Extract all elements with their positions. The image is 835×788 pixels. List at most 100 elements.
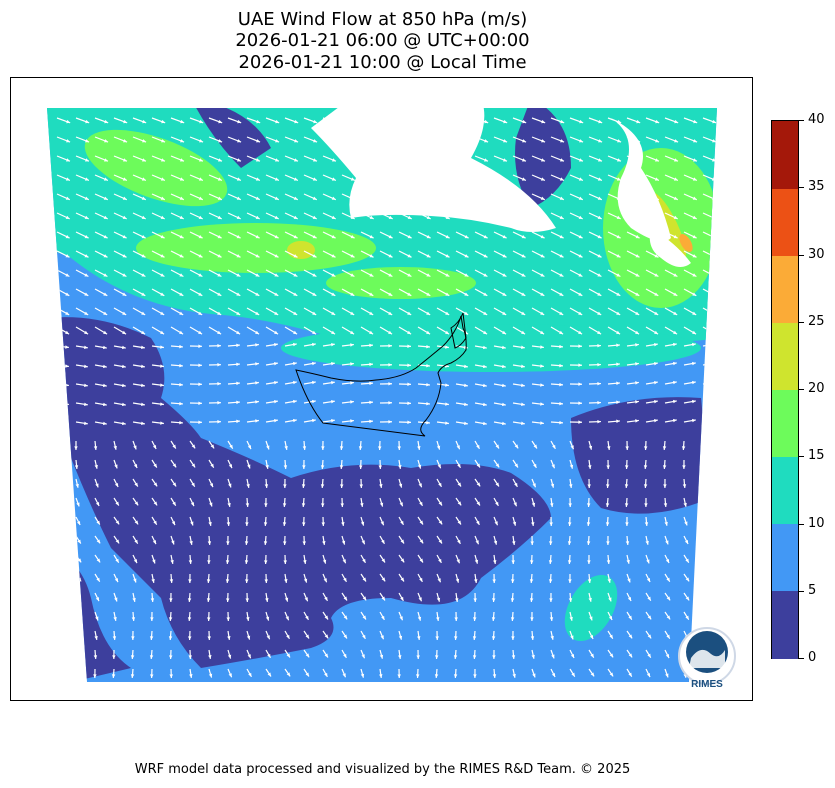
wind-arrow-head <box>494 521 498 526</box>
wind-arrow-head <box>121 402 126 407</box>
wind-arrow-head <box>590 672 595 677</box>
wind-arrow-head <box>482 402 487 407</box>
wind-arrow-head <box>217 292 222 296</box>
wind-arrow-head <box>303 560 307 564</box>
logo-text: RIMES <box>691 679 723 690</box>
wind-arrow-head <box>171 521 175 526</box>
wind-arrow-head <box>172 444 176 449</box>
wind-arrow-head <box>255 196 260 200</box>
colorbar-label: 0 <box>808 650 817 665</box>
wind-arrow-head <box>407 196 412 200</box>
wind-arrow-head <box>426 420 430 425</box>
wind-arrow-head <box>305 634 309 639</box>
wind-arrow-head <box>464 196 469 200</box>
wind-arrow-head <box>446 119 451 124</box>
wind-arrow-head <box>293 311 298 315</box>
wind-arrow-head <box>323 578 327 583</box>
wind-arrow-head <box>246 617 250 621</box>
wind-arrow-head <box>153 482 158 487</box>
wind-arrow-head <box>84 254 89 258</box>
wind-arrow-head <box>635 215 640 219</box>
wind-arrow-head <box>627 597 632 602</box>
wind-arrow-shaft <box>75 592 82 601</box>
wind-arrow-head <box>312 177 317 181</box>
wind-arrow-head <box>616 292 621 296</box>
wind-arrow-head <box>65 311 70 315</box>
wind-arrow-head <box>267 653 271 658</box>
wind-arrow-shaft <box>75 611 81 621</box>
wind-arrow-head <box>93 674 97 678</box>
wind-arrow-head <box>502 158 507 162</box>
wind-arrow-head <box>217 215 222 219</box>
wind-arrow-head <box>160 421 164 425</box>
wind-arrow-head <box>65 330 70 335</box>
wind-arrow-head <box>426 363 430 368</box>
wind-arrow-head <box>255 400 259 404</box>
wind-arrow-head <box>664 521 668 526</box>
wind-arrow-shaft <box>702 362 715 366</box>
wind-arrow-head <box>415 674 420 678</box>
wind-arrow-head <box>331 158 336 162</box>
wind-arrow-head <box>456 445 460 450</box>
wind-arrow-head <box>191 482 195 487</box>
wind-arrow-head <box>426 344 430 349</box>
wind-arrow-head <box>492 579 496 583</box>
wind-arrow-head <box>358 446 363 450</box>
wind-arrow-head <box>616 419 620 423</box>
wind-arrow-head <box>559 158 564 162</box>
wind-arrow-head <box>643 484 648 488</box>
wind-arrow-head <box>153 501 158 506</box>
wind-arrow-head <box>473 598 477 602</box>
wind-arrow-head <box>417 446 421 450</box>
wind-arrow-head <box>400 558 405 563</box>
wind-arrow-head <box>624 465 629 469</box>
wind-arrow-head <box>381 558 385 563</box>
wind-arrow-head <box>141 158 146 162</box>
wind-arrow-head <box>115 558 119 563</box>
wind-arrow-head <box>502 196 507 200</box>
wind-arrow-head <box>57 635 61 640</box>
wind-arrow-head <box>179 330 184 335</box>
wind-arrow-shaft <box>75 649 79 659</box>
wind-arrow-head <box>133 559 137 564</box>
wind-arrow-head <box>512 541 516 545</box>
wind-arrow-head <box>559 363 563 368</box>
wind-arrow-head <box>84 345 88 350</box>
wind-arrow-head <box>255 273 260 277</box>
wind-arrow-head <box>198 363 202 367</box>
wind-arrow-head <box>654 273 659 277</box>
wind-arrow-head <box>559 177 564 181</box>
wind-arrow-shaft <box>75 668 78 679</box>
wind-arrow-head <box>141 254 146 258</box>
wind-arrow-head <box>133 445 137 450</box>
wind-arrow-head <box>501 345 506 350</box>
wind-arrow-head <box>331 292 336 296</box>
wind-arrow-head <box>179 158 184 162</box>
wind-arrow-head <box>616 343 620 347</box>
wind-arrow-head <box>398 465 402 469</box>
wind-arrow-head <box>434 655 439 659</box>
wind-arrow-head <box>57 540 62 545</box>
masked-terrain-east <box>649 228 691 267</box>
wind-arrow-head <box>343 634 347 639</box>
wind-arrow-head <box>530 636 535 640</box>
wind-arrow-head <box>342 559 346 564</box>
wind-arrow-head <box>464 402 468 407</box>
wind-arrow-head <box>514 444 519 449</box>
wind-arrow-head <box>419 577 423 582</box>
wind-arrow-head <box>426 177 431 181</box>
wind-arrow-head <box>284 445 288 450</box>
wind-arrow-head <box>510 598 515 602</box>
wind-arrow-head <box>493 560 497 564</box>
wind-arrow-head <box>540 364 544 368</box>
colorbar-tick <box>798 254 804 256</box>
wind-arrow-head <box>550 503 554 507</box>
wind-arrow-head <box>169 598 173 602</box>
wind-arrow-head <box>264 503 268 507</box>
wind-arrow-head <box>407 158 412 162</box>
wind-arrow-head <box>350 196 355 200</box>
wind-arrow-head <box>236 292 241 296</box>
wind-arrow-head <box>350 234 355 239</box>
wind-arrow-head <box>502 292 507 296</box>
wind-arrow-head <box>207 541 212 545</box>
